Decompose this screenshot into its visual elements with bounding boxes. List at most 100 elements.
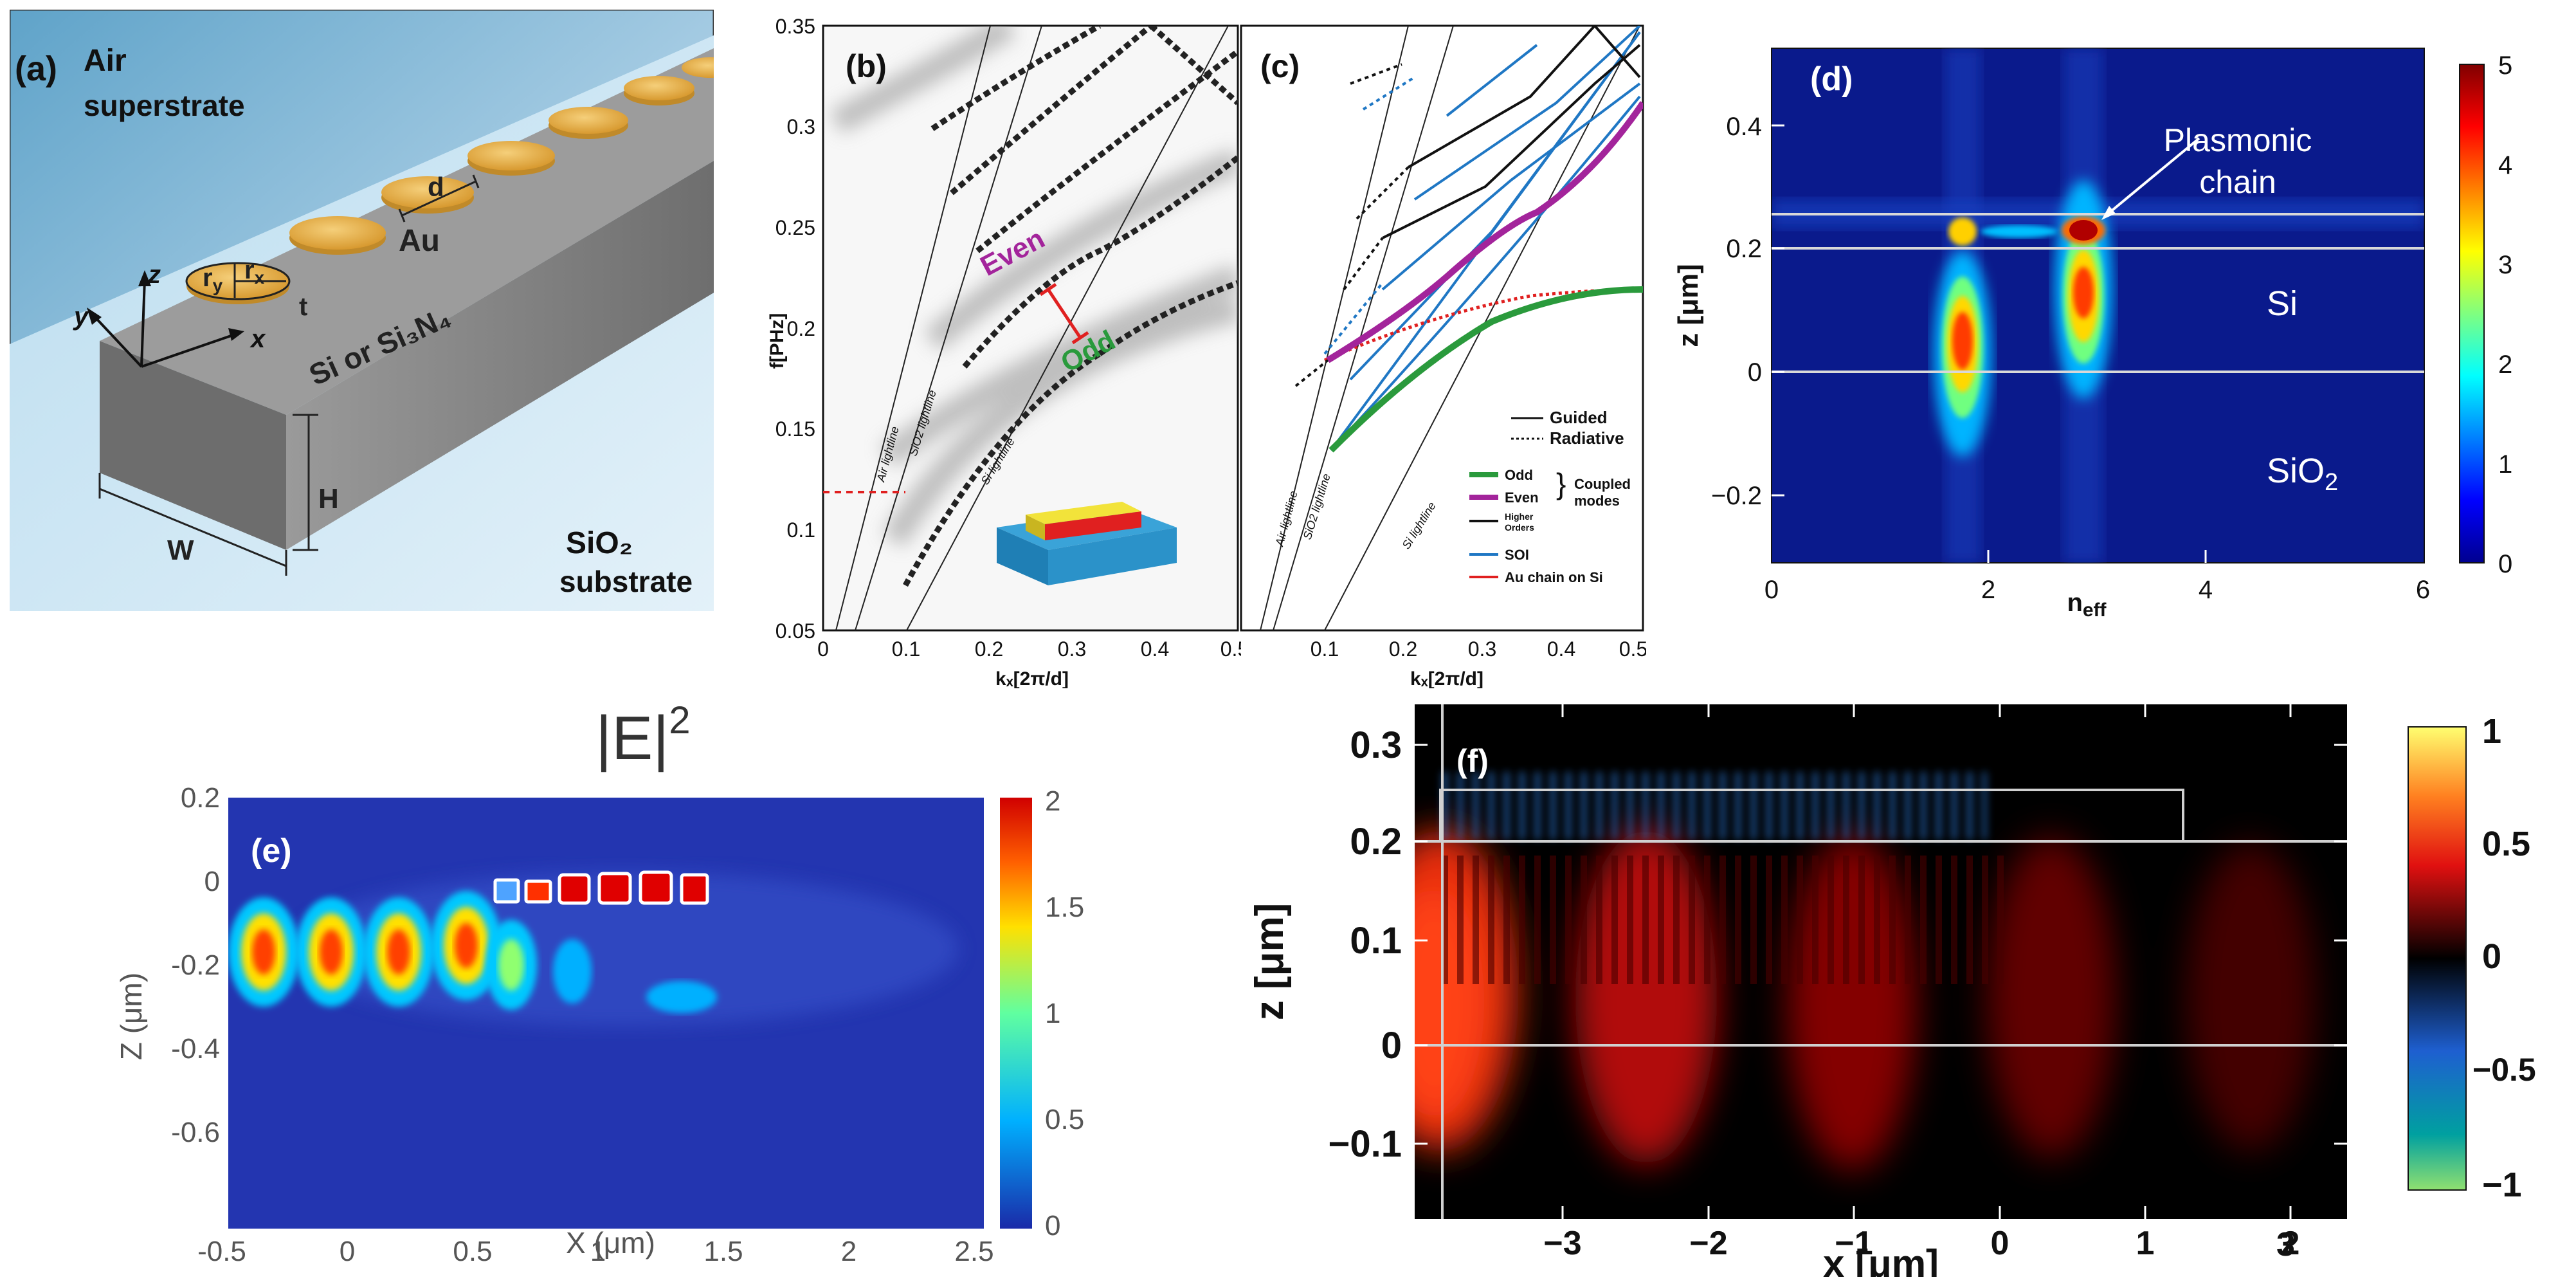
svg-text:0.4: 0.4 (1141, 637, 1169, 661)
svg-text:−1: −1 (1835, 1225, 1873, 1262)
svg-text:-0.5: -0.5 (197, 1236, 246, 1267)
svg-text:0.3: 0.3 (1350, 724, 1402, 766)
svg-text:1: 1 (590, 1236, 606, 1267)
mode-blob-left (1934, 217, 1991, 457)
svg-text:0.1: 0.1 (1311, 637, 1339, 661)
panel-b-xlabel: kₓ[2π/d] (995, 668, 1069, 688)
svg-text:0.3: 0.3 (787, 115, 815, 138)
svg-text:0.2: 0.2 (975, 637, 1003, 661)
svg-text:0: 0 (2482, 937, 2501, 976)
svg-text:-0.4: -0.4 (171, 1033, 220, 1065)
panel-d-xlabel-sub: eff (2083, 600, 2107, 621)
panel-e-title: |E| (595, 704, 669, 773)
svg-text:0: 0 (1748, 358, 1762, 387)
svg-text:0.2: 0.2 (787, 317, 815, 340)
svg-text:0.05: 0.05 (776, 619, 815, 643)
svg-text:−0.1: −0.1 (1329, 1123, 1402, 1165)
panel-b-ylabel: f[PHz] (766, 313, 788, 369)
panel-b-yticks: 0.35 0.3 0.25 0.2 0.15 0.1 0.05 (776, 15, 815, 643)
svg-text:0.4: 0.4 (1547, 637, 1575, 661)
svg-text:modes: modes (1574, 493, 1620, 509)
svg-text:0.2: 0.2 (1726, 235, 1762, 263)
even-coupled-mode (1326, 101, 1643, 363)
panel-b-tag: (b) (846, 48, 887, 84)
svg-text:0: 0 (1764, 576, 1779, 604)
svg-text:2: 2 (1981, 576, 1995, 604)
panel-f-cbar-ticks: 1 0.5 0 −0.5 −1 (2472, 712, 2536, 1204)
svg-text:Even: Even (1505, 490, 1539, 506)
panel-f-ylabel: z [μm] (1247, 903, 1292, 1021)
svg-text:0.5: 0.5 (1619, 637, 1646, 661)
panel-c-xticks: 0.1 0.2 0.3 0.4 0.5 (1311, 637, 1646, 661)
panel-f-tag: (f) (1456, 743, 1489, 779)
chain-label: chain (2199, 164, 2276, 200)
panel-c-band-diagram: (c) Air lightline SiO2 lightline Si ligh… (1240, 24, 1646, 688)
svg-text:0: 0 (1991, 1225, 2009, 1262)
svg-text:SOI: SOI (1505, 547, 1529, 563)
svg-text:0.35: 0.35 (776, 15, 815, 38)
svg-text:0.1: 0.1 (1350, 920, 1402, 962)
svg-text:0.3: 0.3 (1468, 637, 1496, 661)
svg-text:2.5: 2.5 (954, 1236, 993, 1267)
waveguide-inset-icon (997, 502, 1177, 585)
panel-d-tag: (d) (1810, 60, 1853, 98)
w-width-label: W (167, 535, 194, 566)
svg-text:0: 0 (1045, 1210, 1060, 1241)
svg-text:2: 2 (1045, 785, 1060, 817)
svg-text:2: 2 (841, 1236, 857, 1267)
svg-text:4: 4 (2498, 151, 2512, 179)
svg-text:0.5: 0.5 (2482, 825, 2530, 863)
mode-blob-right (1981, 180, 2112, 399)
svg-text:0: 0 (204, 866, 220, 897)
svg-text:3: 3 (2498, 251, 2512, 279)
x-axis-label: x (249, 325, 266, 353)
air-label: Air (84, 44, 127, 78)
panel-a-schematic: d Au z y x ry rx t Si or Si₃N₄ W H (a) A… (10, 10, 714, 611)
svg-text:0: 0 (817, 637, 829, 661)
svg-text:Radiative: Radiative (1550, 428, 1624, 448)
svg-text:0.15: 0.15 (776, 417, 815, 441)
panel-e-xlabel-text: X (μm) (566, 1226, 655, 1259)
odd-coupled-mode (1329, 286, 1643, 453)
panel-e-xticks: -0.5 0 0.5 1 1.5 2 2.5 (197, 1236, 994, 1267)
y-axis-label: y (73, 302, 89, 331)
svg-text:1: 1 (2136, 1225, 2155, 1262)
svg-text:1.5: 1.5 (1045, 892, 1084, 923)
svg-text:-0.6: -0.6 (171, 1117, 220, 1148)
panel-b-xticks: 0 0.1 0.2 0.3 0.4 0.5 (817, 637, 1241, 661)
panel-f-colorbar (2408, 726, 2467, 1191)
panel-f-xtick-3-label: 3 (2276, 1226, 2295, 1263)
svg-text:−2: −2 (1689, 1225, 1727, 1262)
higher-order-modes (1382, 26, 1641, 239)
svg-text:0.1: 0.1 (787, 518, 815, 542)
svg-text:Orders: Orders (1505, 522, 1534, 533)
svg-text:−1: −1 (2482, 1166, 2522, 1204)
svg-text:-0.2: -0.2 (171, 949, 220, 981)
panel-d-cbar-ticks: 5 4 3 2 1 0 (2498, 51, 2512, 578)
svg-text:|E|2: |E|2 (595, 699, 690, 773)
svg-text:0.2: 0.2 (1389, 637, 1417, 661)
waveguide-side-face (286, 161, 714, 550)
svg-text:Guided: Guided (1550, 408, 1608, 427)
panel-c-xlabel: kₓ[2π/d] (1410, 668, 1483, 688)
panel-b-lightlines (835, 26, 1229, 630)
svg-text:Au chain on Si: Au chain on Si (1505, 569, 1603, 585)
svg-text:0.4: 0.4 (1726, 113, 1762, 141)
panel-c-legend: Guided Radiative Odd Even } Coupled mode… (1469, 408, 1631, 585)
svg-text:2: 2 (2281, 1225, 2300, 1262)
superstrate-label: superstrate (84, 89, 245, 122)
ry-subscript: y (213, 275, 223, 295)
svg-text:−3: −3 (1543, 1225, 1581, 1262)
svg-text:0: 0 (2498, 550, 2512, 578)
panel-a-tag: (a) (15, 50, 57, 88)
svg-text:0: 0 (340, 1236, 355, 1267)
waveguide-top (100, 48, 714, 415)
si-region-label: Si (2267, 284, 2298, 323)
panel-e-title-sup: 2 (669, 699, 690, 742)
panel-e-tag: (e) (251, 832, 292, 870)
panel-e-ylabel: Z (μm) (114, 973, 148, 1060)
panel-d-field-map: Plasmonic chain Si SiO2 (d) 0.4 0.2 0 −0… (1673, 48, 2512, 621)
svg-text:0.3: 0.3 (1058, 637, 1086, 661)
sio2-subscript: 2 (2325, 469, 2338, 496)
svg-text:5: 5 (2498, 51, 2512, 80)
